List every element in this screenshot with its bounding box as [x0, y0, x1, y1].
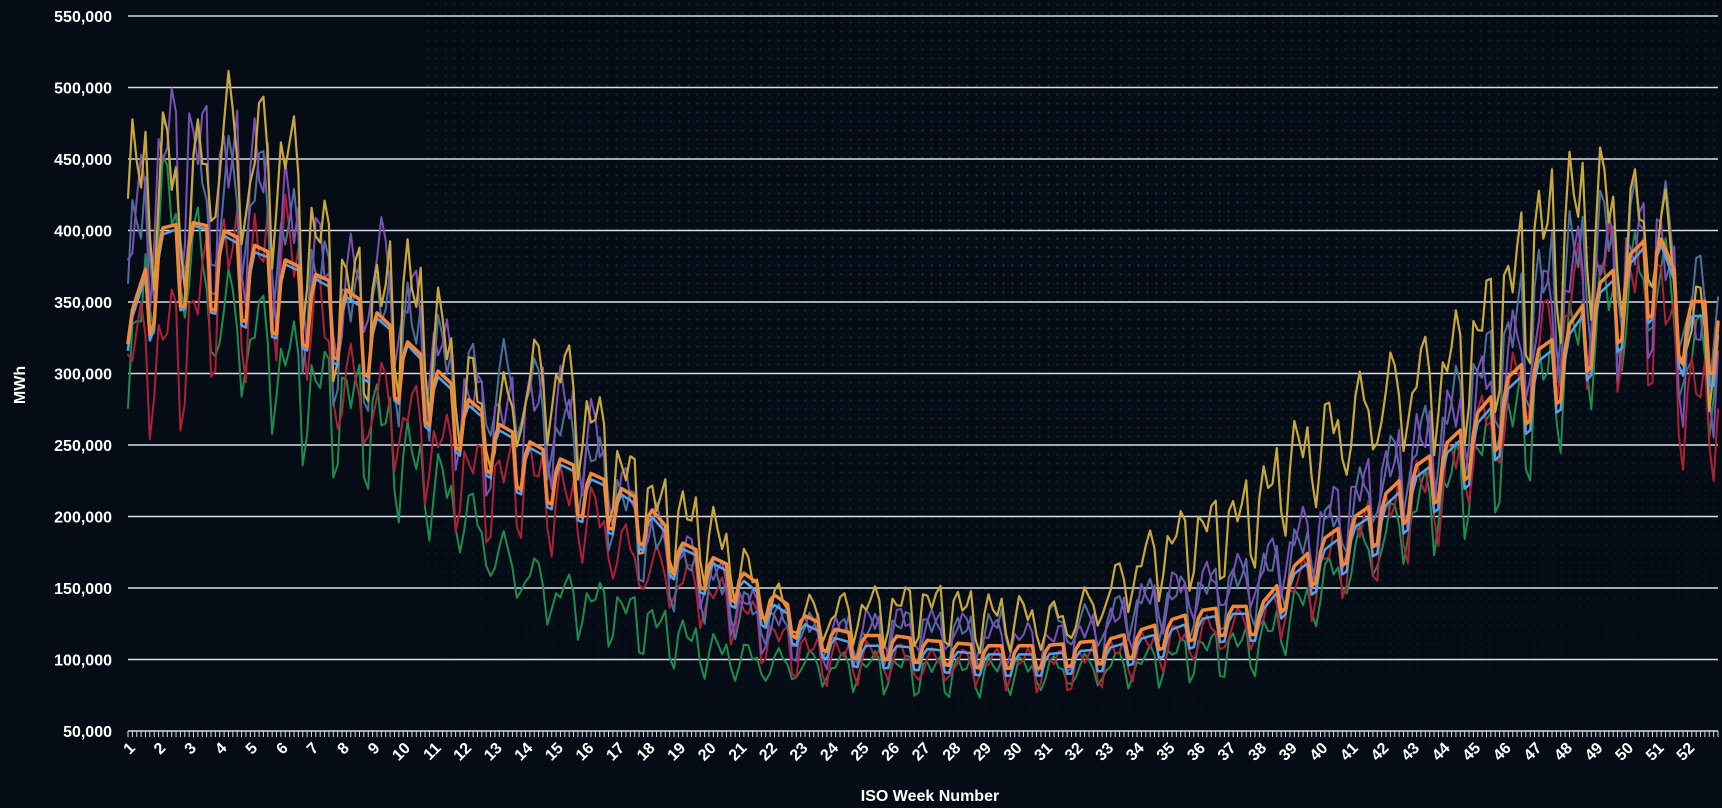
- y-tick-label: 350,000: [54, 295, 112, 312]
- y-tick-label: 200,000: [54, 510, 112, 527]
- series-line-5: [127, 193, 1719, 694]
- series-lines: [126, 69, 1720, 699]
- y-tick-label: 150,000: [54, 581, 112, 598]
- y-tick-label: 500,000: [54, 81, 112, 98]
- x-axis-label: ISO Week Number: [861, 788, 999, 805]
- series-line-2: [126, 69, 1720, 655]
- y-tick-label: 250,000: [54, 438, 112, 455]
- y-tick-label: 300,000: [54, 367, 112, 384]
- y-tick-label: 450,000: [54, 152, 112, 169]
- y-tick-label: 550,000: [54, 9, 112, 26]
- y-axis-ticks: 50,000 100,000 150,000 200,000 250,000 300,00…: [54, 9, 112, 741]
- series-line-0: [126, 220, 1720, 670]
- y-tick-label: 400,000: [54, 224, 112, 241]
- y-tick-label: 100,000: [54, 653, 112, 670]
- y-axis-label: MWh: [12, 366, 29, 404]
- y-tick-label: 50,000: [63, 724, 112, 741]
